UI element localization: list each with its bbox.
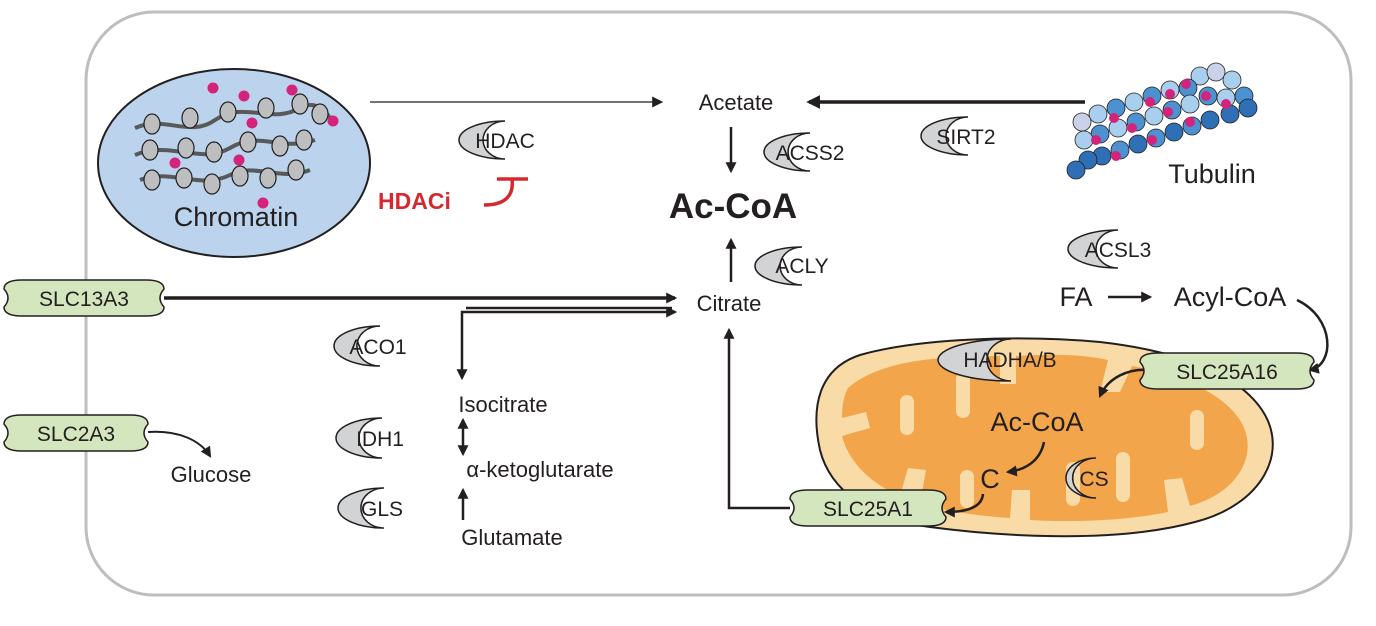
slc2a3-label: SLC2A3: [37, 423, 115, 446]
inhibition-bar: [483, 177, 528, 207]
arrow-citrate-isocitrate: [456, 306, 678, 381]
glutamate-label: Glutamate: [461, 525, 563, 550]
hadha-label: HADHA/B: [963, 349, 1056, 372]
mito-matrix: [842, 354, 1248, 522]
aco1-label: ACO1: [349, 336, 406, 359]
chromatin-nucleus: Chromatin: [97, 68, 371, 258]
glucose-label: Glucose: [171, 462, 252, 487]
slc25a1-label: SLC25A1: [823, 498, 913, 521]
arrow-slc2a3-to-glucose: [147, 430, 212, 458]
hdaci-label: HDACi: [378, 188, 451, 214]
hadha-enzyme: HADHA/B: [937, 338, 1057, 382]
cristae: [900, 372, 1204, 508]
tubulin-acetyl-marks: [1091, 79, 1231, 161]
acly-enzyme: ACLY: [754, 246, 829, 286]
acsl3-label: ACSL3: [1085, 239, 1152, 262]
hdac-label: HDAC: [475, 130, 535, 153]
slc2a3-transporter: SLC2A3: [3, 414, 149, 452]
tubulin-label: Tubulin: [1168, 159, 1256, 189]
akg-label: α-ketoglutarate: [466, 457, 613, 482]
slc25a16-label: SLC25A16: [1176, 361, 1278, 384]
cs-label: CS: [1079, 468, 1108, 491]
gls-enzyme: GLS: [337, 487, 403, 529]
hdac-enzyme: HDAC: [458, 120, 535, 160]
acss2-label: ACSS2: [776, 142, 845, 165]
aco1-enzyme: ACO1: [333, 325, 407, 367]
hdaci-inhibitor: HDACi: [378, 177, 528, 214]
acsl3-enzyme: ACSL3: [1067, 229, 1152, 269]
acly-label: ACLY: [775, 255, 828, 278]
nucleosomes: [141, 93, 329, 195]
accoa-label: Ac-CoA: [669, 187, 797, 226]
fa-label: FA: [1059, 282, 1092, 312]
arrow-accoa-to-c: [1005, 441, 1046, 477]
sirt2-label: SIRT2: [936, 126, 995, 149]
arrow-slc25a1-to-citrate: [723, 327, 790, 510]
acetate-label: Acetate: [699, 90, 774, 115]
cs-enzyme: CS: [1065, 457, 1109, 499]
slc13a3-label: SLC13A3: [39, 288, 129, 311]
acylcoa-label: Acyl-CoA: [1174, 282, 1287, 312]
arrow-c-to-slc25a1: [943, 493, 985, 518]
gls-label: GLS: [361, 498, 403, 521]
chromatin-label: Chromatin: [174, 202, 299, 232]
acss2-enzyme: ACSS2: [763, 132, 845, 172]
mito-c-label: C: [980, 464, 1000, 494]
slc25a1-transporter: SLC25A1: [789, 489, 947, 527]
slc13a3-transporter: SLC13A3: [3, 279, 165, 317]
arrow-acylcoa-to-slc25a16: [1296, 298, 1329, 374]
isocitrate-label: Isocitrate: [458, 392, 547, 417]
idh1-label: IDH1: [356, 428, 404, 451]
idh1-enzyme: IDH1: [335, 417, 404, 459]
slc25a16-transporter: SLC25A16: [1139, 352, 1315, 390]
citrate-label: Citrate: [697, 291, 762, 316]
mito-accoa-label: Ac-CoA: [990, 407, 1083, 437]
acetyl-marks: [169, 82, 339, 209]
sirt2-enzyme: SIRT2: [920, 116, 996, 156]
